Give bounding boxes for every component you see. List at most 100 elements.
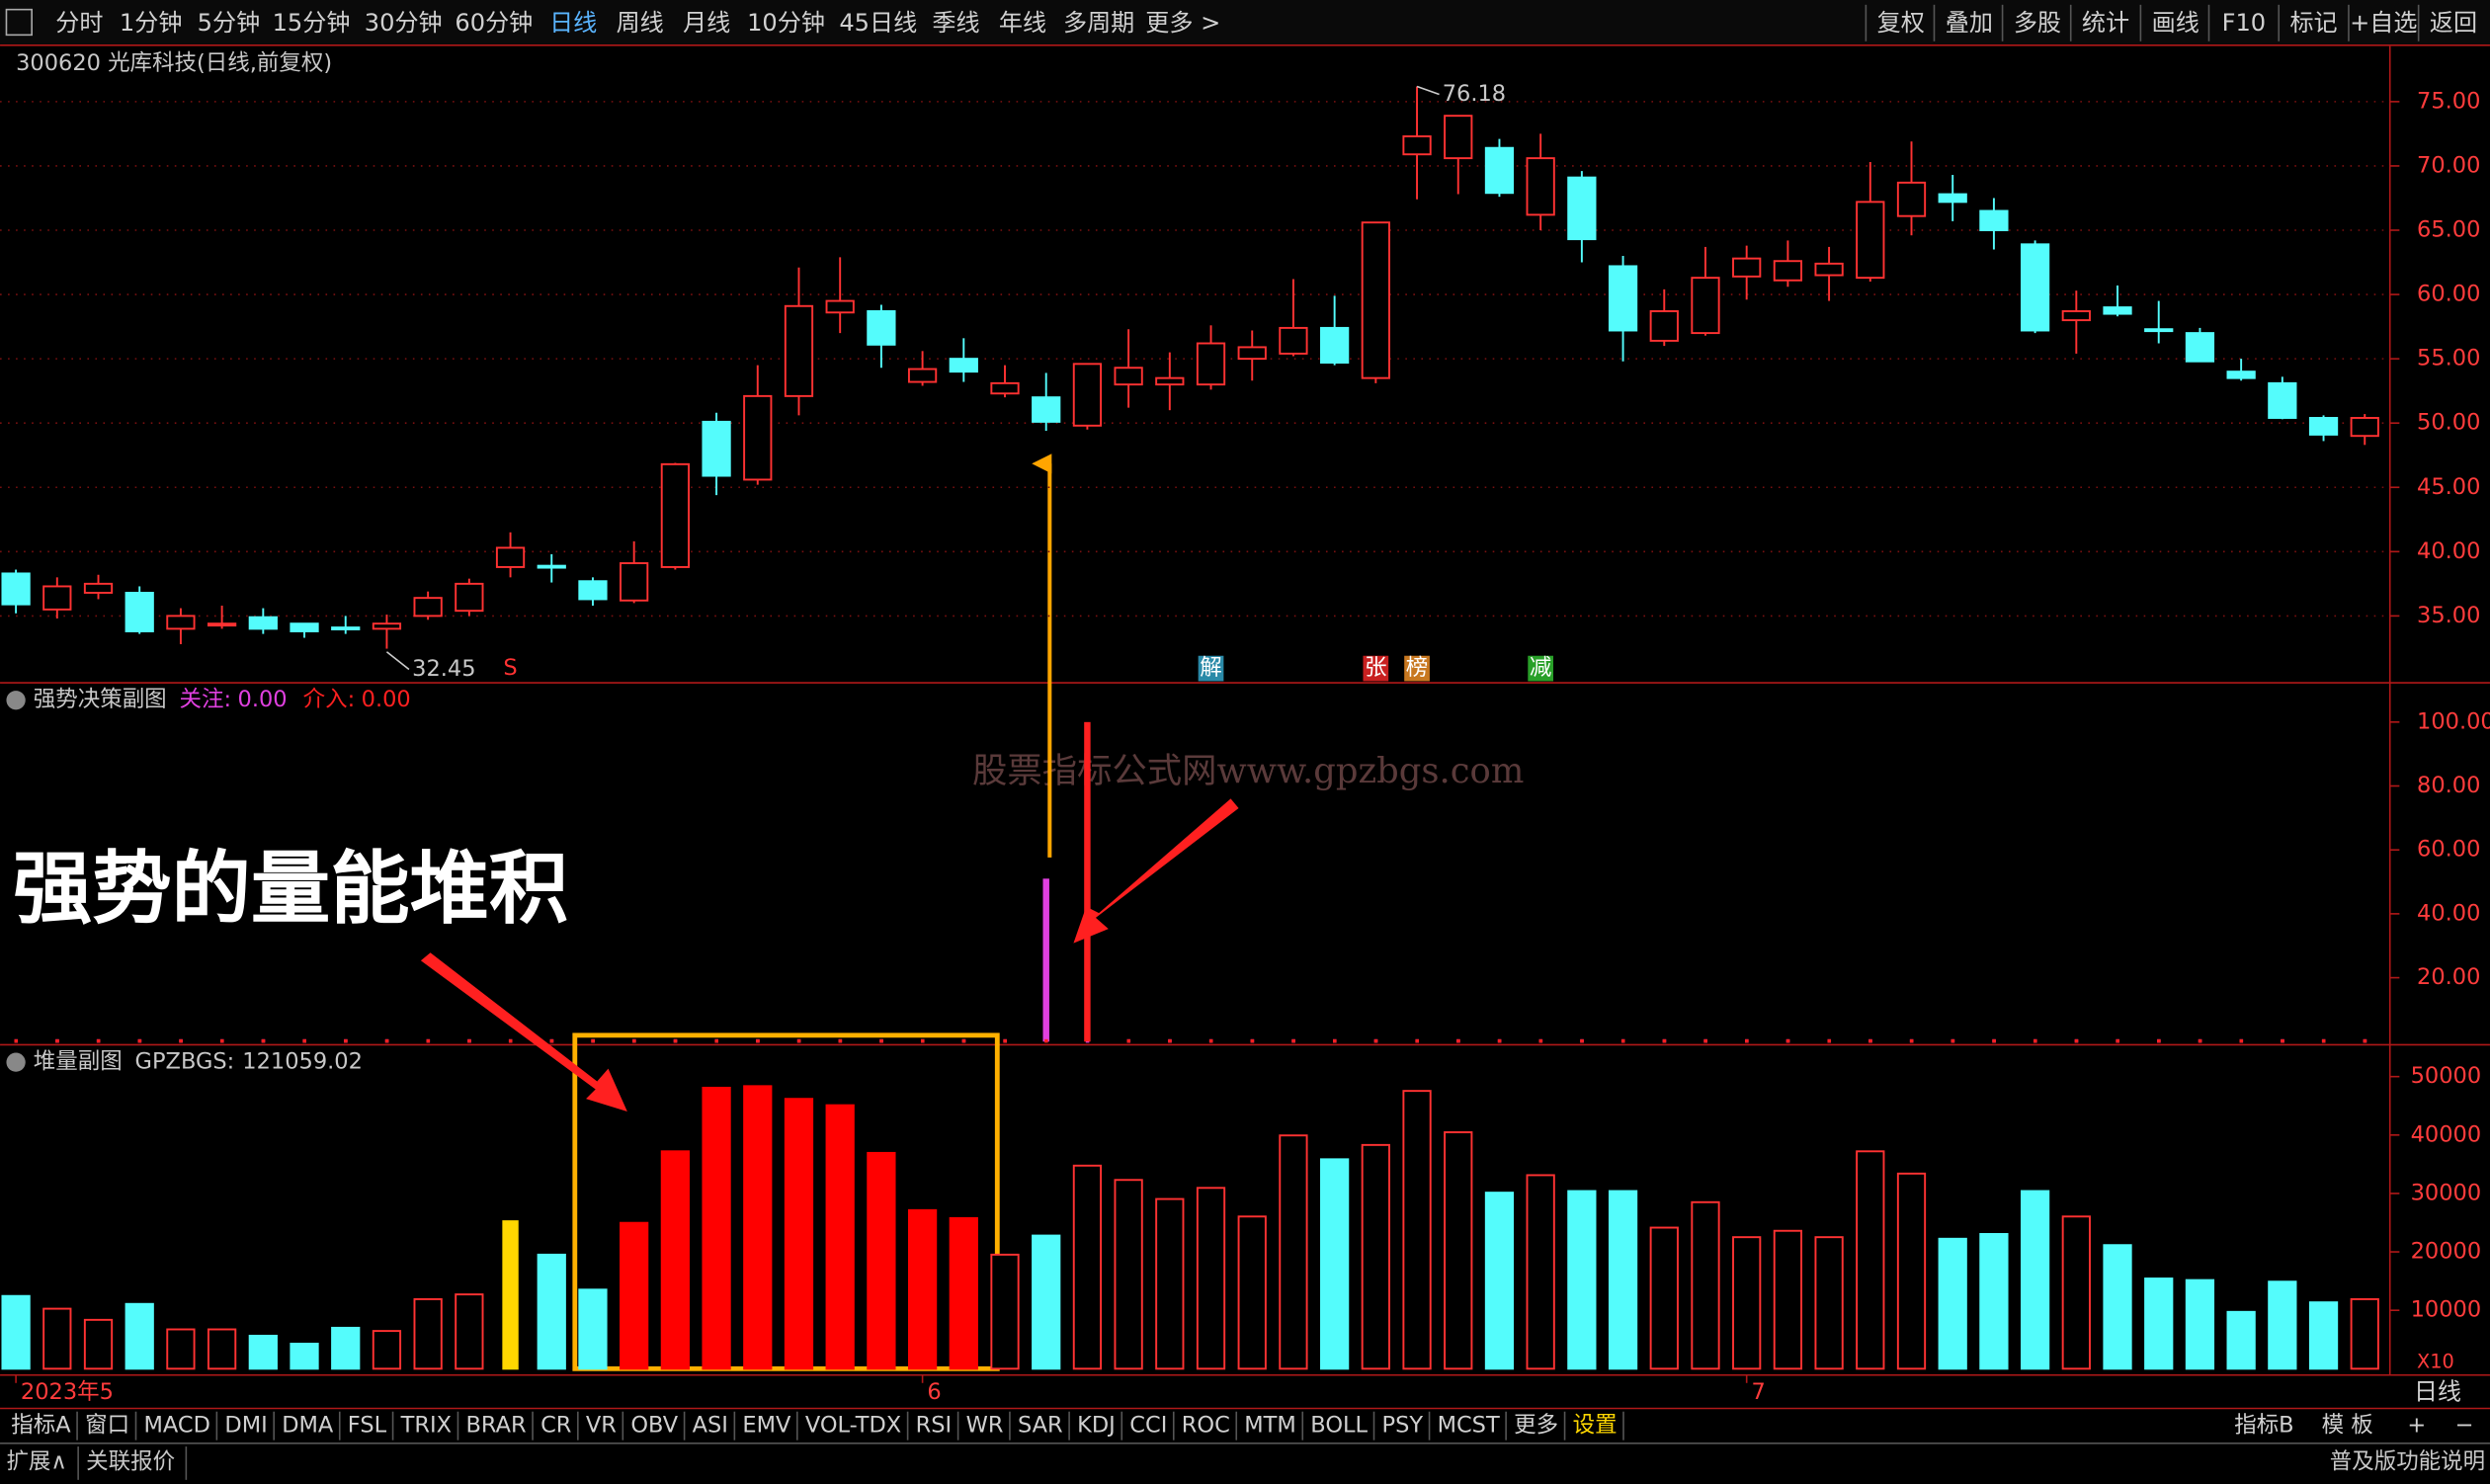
status-button[interactable]: 普及版功能说明 (2330, 1449, 2485, 1475)
candle-body (2020, 243, 2050, 332)
toolbar-tab[interactable]: 45日线 (839, 9, 917, 37)
indicator-tab[interactable]: TRIX (400, 1413, 452, 1439)
candle-body (1567, 176, 1597, 241)
zero-dot (344, 1038, 348, 1043)
indicator-tab[interactable]: RSI (916, 1413, 953, 1439)
zero-dot (879, 1038, 883, 1043)
toolbar-tab[interactable]: 年线 (999, 9, 1046, 37)
candle-body (578, 580, 608, 601)
menu-icon[interactable] (5, 8, 33, 37)
toolbar-tab[interactable]: 周线 (617, 9, 664, 37)
y-tick-label: 70.00 (2417, 152, 2480, 178)
toolbar-tab[interactable]: 5分钟 (198, 9, 261, 37)
toolbar-tab[interactable]: 30分钟 (365, 9, 443, 37)
indicator-tab[interactable]: BRAR (465, 1413, 526, 1439)
indicator-tab[interactable]: WR (966, 1413, 1004, 1439)
indicator-tab[interactable]: − (2455, 1413, 2474, 1439)
toolbar-tab[interactable]: 多周期 (1063, 9, 1134, 37)
candle-body (1608, 265, 1638, 332)
signal-marker: 张 (1365, 655, 1386, 681)
y-tick-label: 55.00 (2417, 346, 2480, 371)
indicator-tab[interactable]: SAR (1018, 1413, 1063, 1439)
headline: 强势的量能堆积 (13, 842, 568, 935)
toolbar-button[interactable]: 多股 (2014, 9, 2061, 37)
toolbar-tab[interactable]: 更多 > (1145, 9, 1220, 37)
toolbar-tab[interactable]: 15分钟 (273, 9, 351, 37)
candle-body (825, 299, 855, 314)
indicator-tab[interactable]: 设置 (1573, 1413, 1618, 1439)
indicator-tab[interactable]: VR (586, 1413, 617, 1439)
indicator-tab[interactable]: MCST (1438, 1413, 1500, 1439)
indicator-tab[interactable]: OBV (630, 1413, 678, 1439)
toolbar-tab[interactable]: 日线 (549, 9, 597, 37)
y-tick-label: 20000 (2411, 1239, 2482, 1265)
leader (385, 651, 410, 671)
candle-body (166, 615, 196, 630)
volume-bar (1773, 1229, 1803, 1370)
toolbar-tab[interactable]: 月线 (683, 9, 730, 37)
zero-dot (961, 1038, 966, 1043)
volume-bar (290, 1343, 319, 1370)
indicator-tab[interactable]: PSY (1382, 1413, 1424, 1439)
y-tick-label: 40.00 (2417, 538, 2480, 564)
indicator-tab[interactable]: MACD (144, 1413, 210, 1439)
y-tick-label: 80.00 (2417, 773, 2480, 798)
candle-body (495, 546, 526, 568)
candle-body (1, 572, 31, 606)
indicator-tab[interactable]: MTM (1244, 1413, 1296, 1439)
candle-body (1649, 310, 1679, 342)
candle-body (2350, 417, 2379, 438)
y-tick-label: 75.00 (2417, 88, 2480, 114)
indicator-tab[interactable]: 模 板 (2322, 1413, 2373, 1439)
indicator-tab[interactable]: 指标B (2234, 1413, 2293, 1439)
indicator-tab[interactable]: 窗口 (85, 1413, 129, 1439)
toolbar-tab[interactable]: 10分钟 (747, 9, 825, 37)
volume-bar (1402, 1090, 1432, 1370)
indicator-tab[interactable]: ROC (1182, 1413, 1230, 1439)
indicator-tab[interactable]: DMI (224, 1413, 267, 1439)
indicator-tab[interactable]: KDJ (1077, 1413, 1116, 1439)
y-tick-label: 40000 (2411, 1121, 2482, 1147)
toolbar-button[interactable]: 标记 (2289, 9, 2337, 37)
arrow (1073, 798, 1239, 944)
toolbar-button[interactable]: F10 (2222, 9, 2267, 37)
indicator-tab[interactable]: DMA (282, 1413, 334, 1439)
zero-dot (1538, 1038, 1543, 1043)
indicator-tab[interactable]: FSL (348, 1413, 387, 1439)
y-tick-label: 40.00 (2417, 900, 2480, 926)
signal-marker: 减 (1530, 655, 1551, 681)
zero-dot (2239, 1038, 2244, 1043)
toolbar-button[interactable]: 复权 (1877, 9, 1925, 37)
volume-bar (578, 1288, 608, 1370)
toolbar-tab[interactable]: 分时 (55, 9, 103, 37)
candle-body (2185, 332, 2215, 363)
toolbar-button[interactable]: 返回 (2430, 9, 2477, 37)
toolbar-button[interactable]: 叠加 (1946, 9, 1993, 37)
toolbar-tab[interactable]: 60分钟 (455, 9, 533, 37)
marker-bg (1363, 655, 1389, 682)
toolbar-button[interactable]: 统计 (2082, 9, 2129, 37)
indicator-tab[interactable]: 更多 (1514, 1413, 1558, 1439)
zero-dot (714, 1038, 719, 1043)
indicator-tab[interactable]: BOLL (1310, 1413, 1368, 1439)
indicator-tab[interactable]: + (2407, 1413, 2426, 1439)
volume-bar (825, 1104, 855, 1370)
zero-dot (1373, 1038, 1378, 1043)
toolbar-button[interactable]: +自选 (2350, 9, 2417, 37)
toolbar-button[interactable]: 画线 (2152, 9, 2200, 37)
zero-dot (1785, 1038, 1790, 1043)
zero-dot (1291, 1038, 1295, 1043)
signal-marker: 榜 (1406, 655, 1428, 681)
toolbar-tab[interactable]: 1分钟 (120, 9, 183, 37)
indicator-tab[interactable]: 指标A (11, 1413, 71, 1439)
status-button[interactable]: 关联报价 (86, 1449, 175, 1475)
indicator-tab[interactable]: CR (540, 1413, 571, 1439)
status-button[interactable]: 扩展∧ (6, 1449, 66, 1475)
collapse-icon[interactable] (6, 1052, 26, 1072)
indicator-tab[interactable]: EMV (742, 1413, 791, 1439)
indicator-tab[interactable]: VOL-TDX (805, 1413, 901, 1439)
collapse-icon[interactable] (6, 691, 26, 710)
indicator-tab[interactable]: CCI (1129, 1413, 1167, 1439)
indicator-tab[interactable]: ASI (693, 1413, 728, 1439)
toolbar-tab[interactable]: 季线 (932, 9, 979, 37)
